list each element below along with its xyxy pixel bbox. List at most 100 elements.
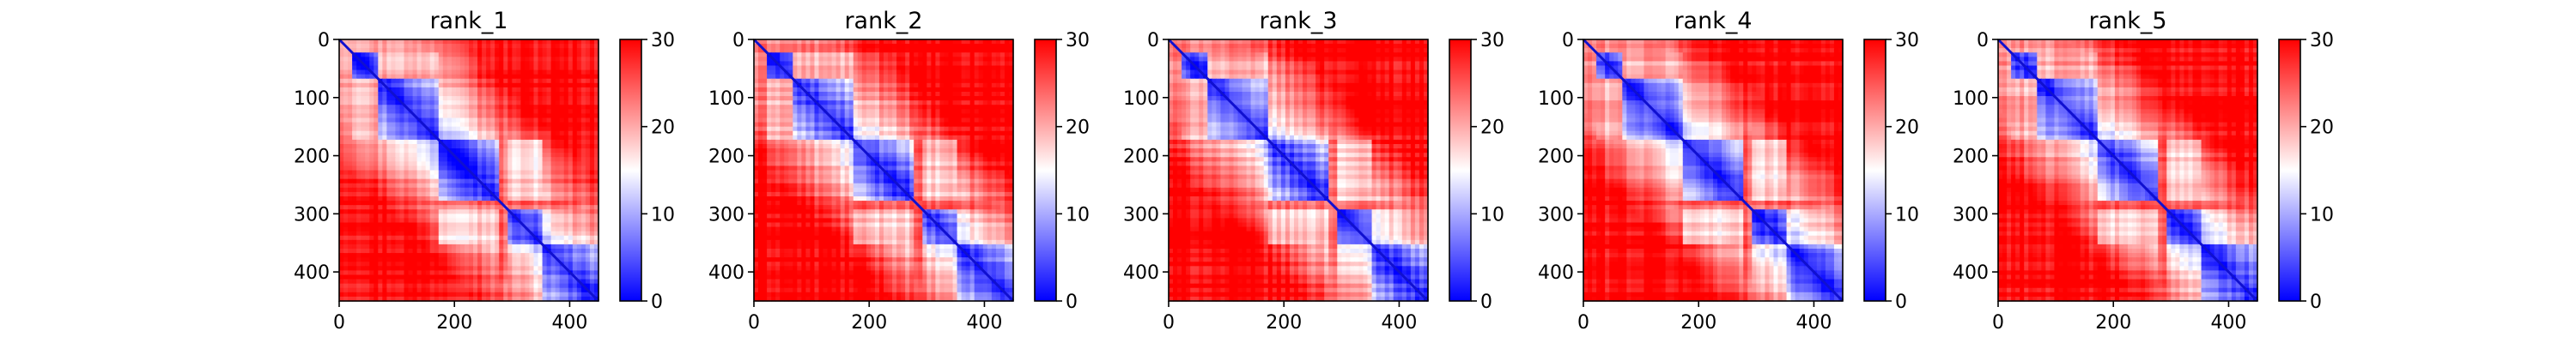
heatmap-cell xyxy=(464,174,470,180)
heatmap-cell xyxy=(391,144,397,149)
heatmap-cell xyxy=(343,130,349,136)
heatmap-cell xyxy=(818,130,824,136)
heatmap-cell xyxy=(555,87,561,93)
heatmap-cell xyxy=(404,69,410,75)
heatmap-cell xyxy=(542,283,548,289)
heatmap-cell xyxy=(339,270,344,276)
heatmap-cell xyxy=(857,39,863,45)
heatmap-cell xyxy=(408,296,414,302)
heatmap-cell xyxy=(969,109,975,115)
heatmap-cell xyxy=(542,262,548,267)
heatmap-cell xyxy=(901,65,906,71)
heatmap-cell xyxy=(909,105,914,110)
heatmap-cell xyxy=(559,161,565,167)
heatmap-cell xyxy=(520,231,526,237)
heatmap-cell xyxy=(486,148,491,153)
heatmap-cell xyxy=(386,226,392,232)
heatmap-cell xyxy=(495,69,500,75)
heatmap-cell xyxy=(593,201,599,206)
heatmap-cell xyxy=(499,174,504,180)
heatmap-cell xyxy=(1008,69,1014,75)
heatmap-cell xyxy=(563,87,569,93)
heatmap-cell xyxy=(572,113,578,119)
heatmap-cell xyxy=(395,157,401,162)
heatmap-cell xyxy=(404,78,410,84)
heatmap-cell xyxy=(823,92,829,97)
heatmap-cell xyxy=(348,148,353,153)
heatmap-cell xyxy=(442,170,448,176)
heatmap-cell xyxy=(874,57,880,63)
heatmap-cell xyxy=(473,161,478,167)
heatmap-cell xyxy=(399,87,405,93)
heatmap-cell xyxy=(425,48,431,53)
heatmap-cell xyxy=(477,170,483,176)
heatmap-cell xyxy=(939,126,945,132)
heatmap-cell xyxy=(939,113,945,119)
heatmap-cell xyxy=(909,65,914,71)
heatmap-cell xyxy=(982,113,988,119)
heatmap-cell xyxy=(348,92,353,97)
heatmap-cell xyxy=(365,139,370,145)
heatmap-cell xyxy=(421,39,427,45)
heatmap-cell xyxy=(922,96,927,101)
heatmap-cell xyxy=(874,92,880,97)
heatmap-cell xyxy=(374,187,379,193)
heatmap-cell xyxy=(884,61,889,67)
heatmap-cell xyxy=(965,113,971,119)
heatmap-cell xyxy=(473,105,478,110)
heatmap-cell xyxy=(550,126,556,132)
heatmap-cell xyxy=(507,48,513,53)
heatmap-cell xyxy=(853,130,859,136)
heatmap-cell xyxy=(369,257,374,262)
heatmap-cell xyxy=(585,65,591,71)
heatmap-cell xyxy=(542,201,548,206)
heatmap-cell xyxy=(784,61,789,67)
heatmap-cell xyxy=(421,161,427,167)
heatmap-cell xyxy=(386,287,392,293)
heatmap-cell xyxy=(520,148,526,153)
heatmap-cell xyxy=(525,201,531,206)
heatmap-cell xyxy=(827,122,833,128)
heatmap-cell xyxy=(853,44,859,49)
heatmap-cell xyxy=(482,105,487,110)
heatmap-cell xyxy=(348,78,353,84)
heatmap-cell xyxy=(438,109,444,115)
heatmap-cell xyxy=(580,262,586,267)
heatmap-cell xyxy=(378,139,383,145)
heatmap-cell xyxy=(503,235,508,241)
heatmap-cell xyxy=(382,105,387,110)
heatmap-cell xyxy=(438,296,444,302)
heatmap-cell xyxy=(434,214,440,220)
heatmap-cell xyxy=(516,262,521,267)
heatmap-cell xyxy=(459,122,465,128)
heatmap-cell xyxy=(866,109,872,115)
heatmap-cell xyxy=(399,135,405,141)
heatmap-cell xyxy=(490,266,495,272)
heatmap-cell xyxy=(442,153,448,158)
heatmap-cell xyxy=(365,39,370,45)
heatmap-cell xyxy=(459,48,465,53)
heatmap-cell xyxy=(516,122,521,128)
heatmap-cell xyxy=(425,187,431,193)
heatmap-cell xyxy=(386,44,392,49)
heatmap-cell xyxy=(429,48,435,53)
heatmap-cell xyxy=(948,92,954,97)
heatmap-cell xyxy=(585,87,591,93)
heatmap-cell xyxy=(987,61,993,67)
heatmap-cell xyxy=(473,253,478,258)
heatmap-cell xyxy=(827,130,833,136)
heatmap-cell xyxy=(447,222,453,228)
heatmap-cell xyxy=(339,105,344,110)
heatmap-cell xyxy=(408,161,414,167)
heatmap-cell xyxy=(339,139,344,145)
heatmap-cell xyxy=(464,287,470,293)
heatmap-cell xyxy=(546,44,552,49)
heatmap-cell xyxy=(386,201,392,206)
x-tick-label: 400 xyxy=(551,312,587,334)
heatmap-cell xyxy=(576,130,582,136)
heatmap-cell xyxy=(797,69,802,75)
heatmap-cell xyxy=(525,96,531,101)
heatmap-cell xyxy=(580,82,586,88)
heatmap-cell xyxy=(451,78,457,84)
heatmap-cell xyxy=(399,57,405,63)
